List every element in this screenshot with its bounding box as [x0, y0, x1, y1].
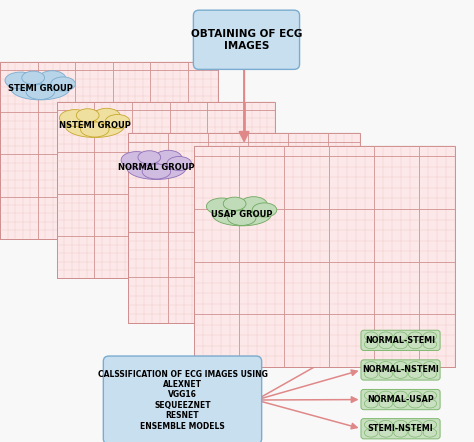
Ellipse shape: [394, 399, 407, 408]
Ellipse shape: [379, 420, 392, 429]
Ellipse shape: [379, 332, 392, 341]
Ellipse shape: [423, 399, 437, 408]
Ellipse shape: [365, 428, 378, 437]
Text: NORMAL-NSTEMI: NORMAL-NSTEMI: [362, 366, 439, 374]
Ellipse shape: [167, 156, 191, 171]
Ellipse shape: [38, 71, 66, 87]
Ellipse shape: [394, 428, 407, 437]
Ellipse shape: [379, 399, 392, 408]
Text: NSTEMI GROUP: NSTEMI GROUP: [59, 122, 131, 130]
Ellipse shape: [127, 156, 186, 179]
Ellipse shape: [365, 391, 378, 400]
Ellipse shape: [394, 332, 407, 341]
Ellipse shape: [365, 420, 378, 429]
Ellipse shape: [59, 110, 90, 126]
Text: STEMI GROUP: STEMI GROUP: [8, 84, 73, 93]
Ellipse shape: [409, 370, 422, 378]
Text: STEMI-NSTEMI: STEMI-NSTEMI: [368, 424, 433, 433]
Ellipse shape: [93, 108, 120, 124]
Ellipse shape: [409, 391, 422, 400]
Text: NORMAL-STEMI: NORMAL-STEMI: [365, 336, 436, 345]
Ellipse shape: [409, 362, 422, 370]
Ellipse shape: [423, 391, 437, 400]
Ellipse shape: [223, 197, 246, 210]
Ellipse shape: [394, 362, 407, 370]
FancyBboxPatch shape: [361, 419, 440, 439]
Ellipse shape: [252, 203, 277, 217]
Ellipse shape: [394, 391, 407, 400]
FancyBboxPatch shape: [361, 389, 440, 410]
Ellipse shape: [379, 362, 392, 370]
Ellipse shape: [365, 362, 378, 370]
Ellipse shape: [379, 428, 392, 437]
Ellipse shape: [423, 370, 437, 378]
Ellipse shape: [11, 77, 70, 100]
Ellipse shape: [409, 332, 422, 341]
Ellipse shape: [65, 114, 124, 137]
Ellipse shape: [409, 428, 422, 437]
Ellipse shape: [423, 362, 437, 370]
Ellipse shape: [394, 340, 407, 349]
Ellipse shape: [423, 420, 437, 429]
Text: NORMAL-USAP: NORMAL-USAP: [367, 395, 434, 404]
Ellipse shape: [212, 203, 271, 226]
Ellipse shape: [365, 332, 378, 341]
Ellipse shape: [207, 198, 237, 215]
FancyBboxPatch shape: [361, 360, 440, 380]
Ellipse shape: [240, 197, 267, 213]
Ellipse shape: [423, 428, 437, 437]
FancyBboxPatch shape: [128, 133, 360, 323]
Ellipse shape: [5, 72, 36, 89]
Ellipse shape: [365, 399, 378, 408]
Ellipse shape: [394, 420, 407, 429]
Ellipse shape: [76, 109, 99, 122]
Text: USAP GROUP: USAP GROUP: [211, 210, 273, 219]
FancyBboxPatch shape: [57, 102, 275, 278]
FancyBboxPatch shape: [194, 146, 455, 367]
Ellipse shape: [155, 150, 182, 166]
Text: NORMAL GROUP: NORMAL GROUP: [118, 164, 195, 172]
Ellipse shape: [105, 114, 130, 129]
Ellipse shape: [121, 152, 152, 168]
Ellipse shape: [26, 84, 55, 99]
Ellipse shape: [138, 151, 161, 164]
Ellipse shape: [51, 77, 75, 91]
Text: CALSSIFICATION OF ECG IMAGES USING
ALEXNET
VGG16
SEQUEEZNET
RESNET
ENSEMBLE MODE: CALSSIFICATION OF ECG IMAGES USING ALEXN…: [98, 370, 267, 431]
Ellipse shape: [409, 399, 422, 408]
Ellipse shape: [365, 370, 378, 378]
Ellipse shape: [379, 370, 392, 378]
Ellipse shape: [409, 340, 422, 349]
Text: OBTAINING OF ECG
IMAGES: OBTAINING OF ECG IMAGES: [191, 29, 302, 50]
Ellipse shape: [81, 122, 109, 137]
Ellipse shape: [228, 210, 256, 225]
Ellipse shape: [142, 164, 171, 179]
Ellipse shape: [423, 332, 437, 341]
Ellipse shape: [394, 370, 407, 378]
Ellipse shape: [365, 340, 378, 349]
FancyBboxPatch shape: [193, 10, 300, 69]
Ellipse shape: [379, 340, 392, 349]
Ellipse shape: [409, 420, 422, 429]
FancyBboxPatch shape: [103, 356, 262, 442]
Ellipse shape: [379, 391, 392, 400]
FancyBboxPatch shape: [361, 330, 440, 351]
FancyBboxPatch shape: [0, 62, 218, 239]
Ellipse shape: [423, 340, 437, 349]
Ellipse shape: [22, 71, 45, 84]
